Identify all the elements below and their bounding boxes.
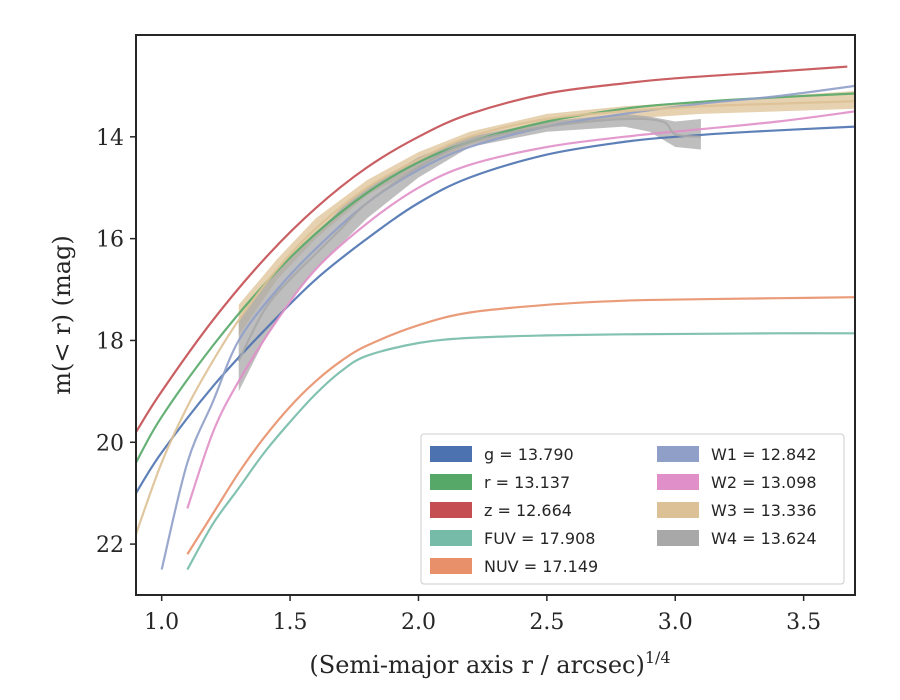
series-line-w2 [186,110,855,509]
legend-label: r = 13.137 [484,473,570,492]
legend-label: W2 = 13.098 [711,473,817,492]
y-axis: 14 16 18 20 22 [96,126,136,558]
series-line-r [136,92,855,464]
y-tick-label: 22 [96,533,124,558]
legend-swatch [430,530,472,546]
legend-label: g = 13.790 [484,445,574,464]
legend-swatch [657,502,699,518]
x-tick-label: 3.0 [658,610,693,635]
legend-label: W1 = 12.842 [711,445,817,464]
series-line-w3 [136,100,855,535]
series-lines [136,65,855,571]
band-w4 [238,113,701,392]
y-tick-label: 16 [96,228,124,253]
x-tick-label: 2.0 [401,610,436,635]
x-axis: 1.0 1.5 2.0 2.5 3.0 3.5 [144,595,821,635]
series-line-w4 [237,117,702,362]
legend-frame [420,433,845,585]
legend-label: FUV = 17.908 [484,529,595,548]
legend-swatch [430,474,472,490]
legend: g = 13.790 r = 13.137 z = 12.664 FUV = 17.9… [420,433,845,585]
series-line-nuv [186,296,855,555]
legend-swatch [430,446,472,462]
x-tick-label: 2.5 [529,610,564,635]
legend-swatch [657,446,699,462]
plot-frame [135,34,856,596]
series-line-z [136,65,848,433]
y-tick-label: 20 [96,431,124,456]
legend-label: W4 = 13.624 [711,529,817,548]
legend-label: W3 = 13.336 [711,501,817,520]
legend-label: z = 12.664 [484,501,572,520]
y-tick-label: 18 [96,329,124,354]
legend-label: NUV = 17.149 [484,557,598,576]
legend-swatch [430,558,472,574]
y-axis-label: m(< r) (mag) [48,235,76,394]
y-tick-label: 14 [96,126,124,151]
x-tick-label: 1.5 [273,610,308,635]
x-axis-label-exponent: 1/4 [645,648,671,667]
legend-swatch [657,474,699,490]
uncertainty-bands [238,91,855,392]
x-axis-label: (Semi-major axis r / arcsec)1/4 [309,648,670,679]
legend-swatch [657,530,699,546]
x-tick-label: 1.0 [144,610,179,635]
series-line-fuv [186,332,855,571]
legend-swatch [430,502,472,518]
x-tick-label: 3.5 [786,610,821,635]
